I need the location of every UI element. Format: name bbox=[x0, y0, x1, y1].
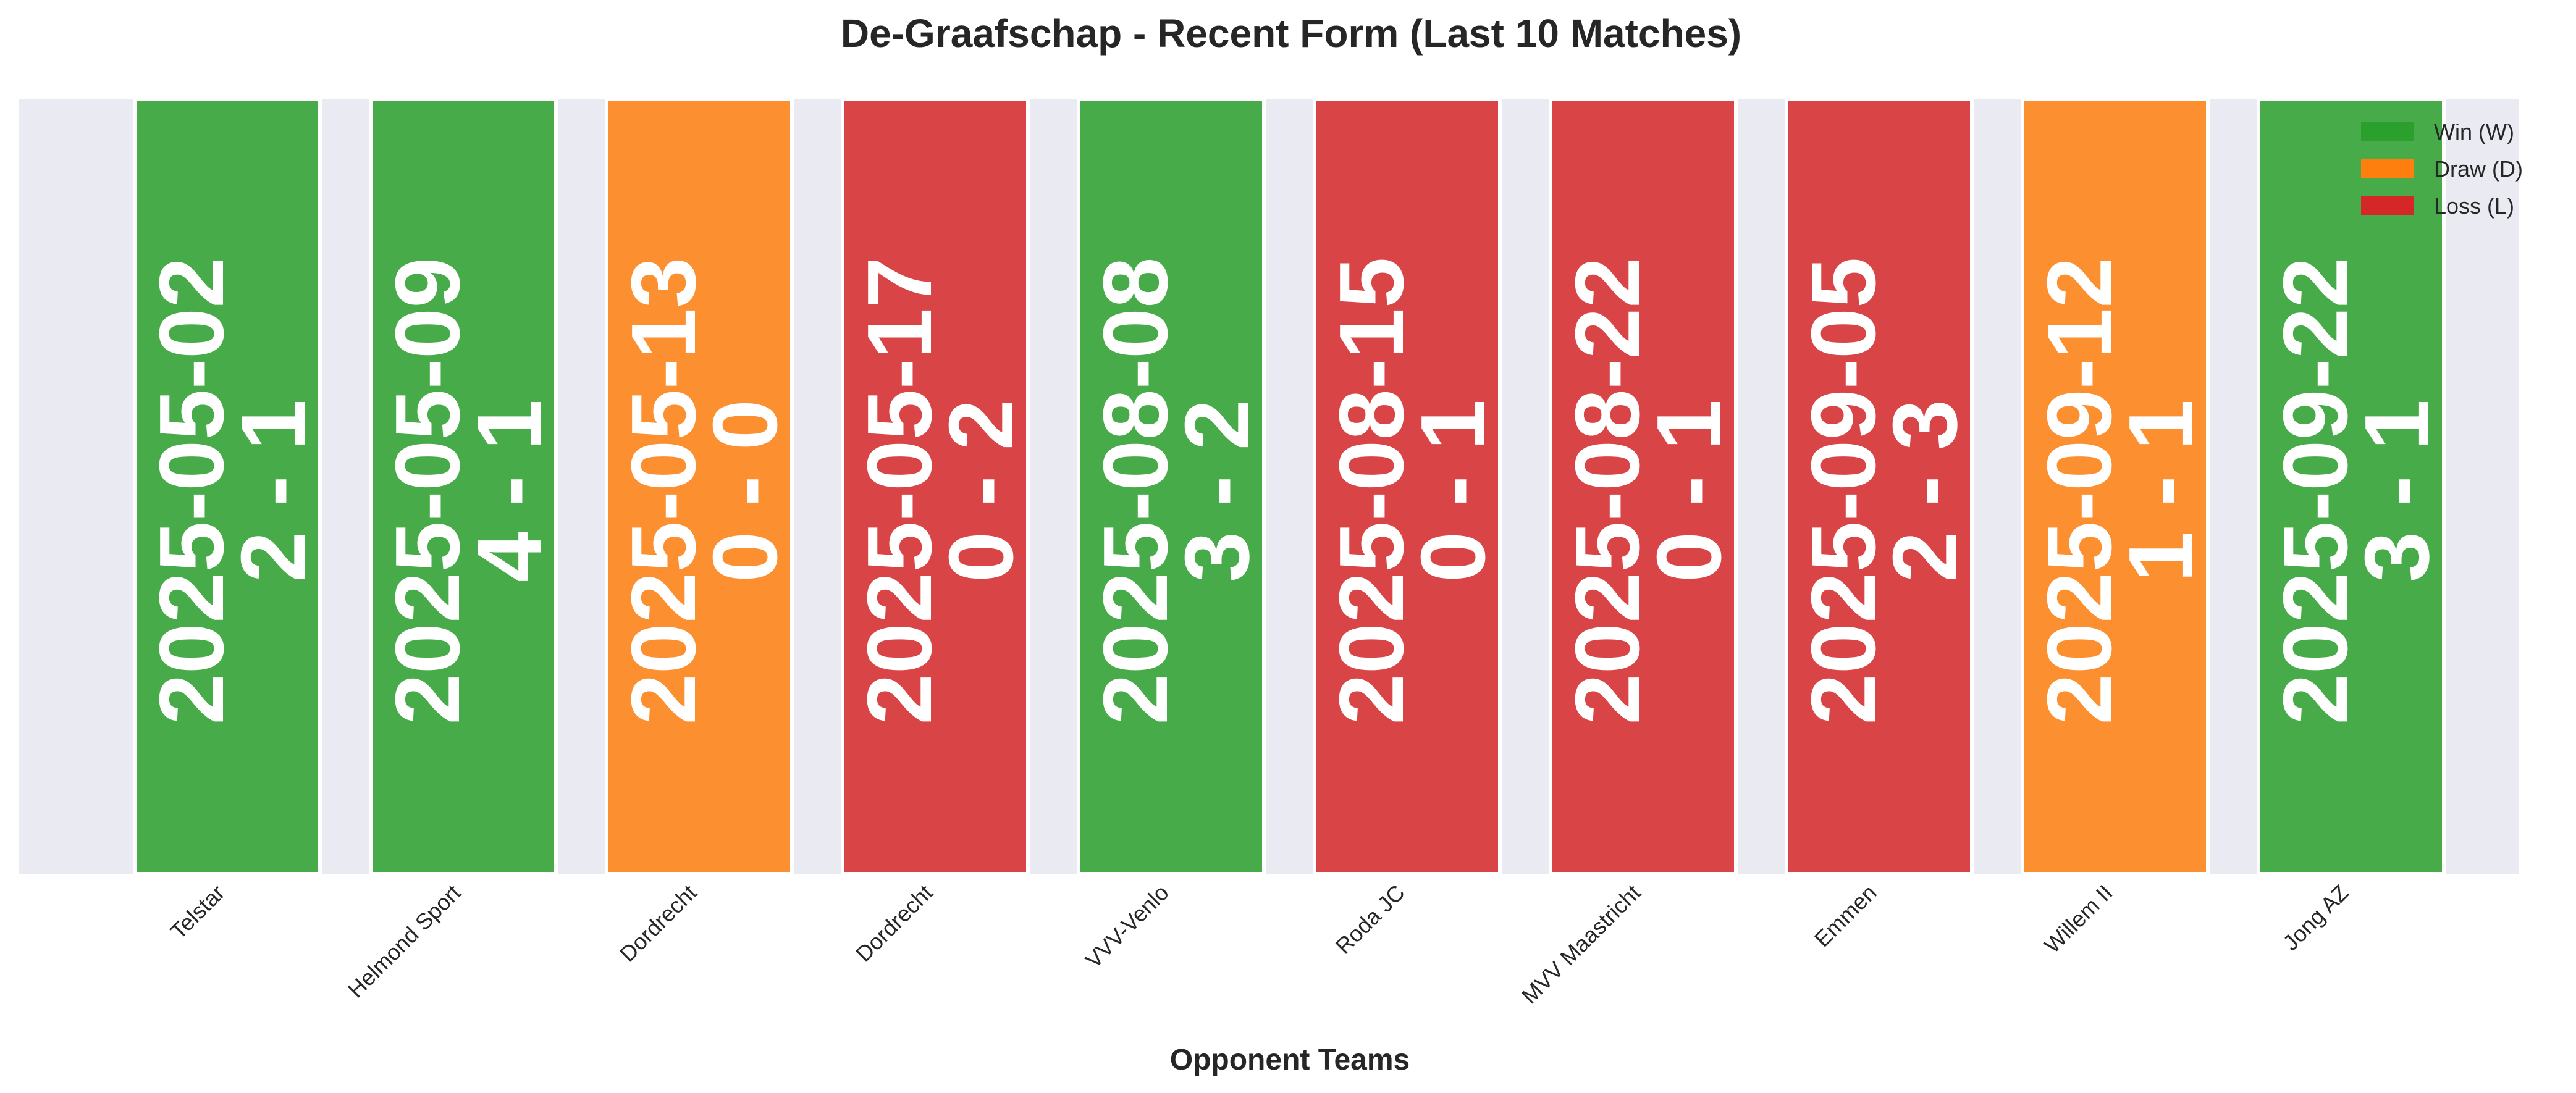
legend-swatch-d bbox=[2361, 159, 2414, 178]
x-tick-label-3: Dordrecht bbox=[615, 880, 702, 967]
bar-score: 1 - 1 bbox=[2110, 400, 2212, 582]
bar-labels-group: 2025-05-022 - 1 2025-05-094 - 1 2025-05-13… bbox=[141, 257, 2448, 724]
bar-score: 2 - 1 bbox=[222, 400, 324, 582]
bar-7 bbox=[1549, 97, 1738, 876]
bar-date: 2025-09-22 bbox=[2265, 257, 2367, 724]
bar-4 bbox=[841, 97, 1030, 876]
bar-date: 2025-09-12 bbox=[2029, 257, 2131, 724]
x-tick-label-7: MVV Maastricht bbox=[1517, 880, 1646, 1009]
bar-score: 0 - 1 bbox=[1638, 400, 1740, 582]
x-tick-label-9: Willem II bbox=[2039, 880, 2118, 958]
bar-5 bbox=[1077, 97, 1266, 876]
legend-swatch-w bbox=[2361, 122, 2414, 141]
chart-title: De-Graafschap - Recent Form (Last 10 Mat… bbox=[841, 11, 1741, 56]
bar-2 bbox=[369, 97, 558, 876]
bar-date: 2025-05-17 bbox=[849, 257, 951, 724]
bar-score: 0 - 1 bbox=[1402, 400, 1504, 582]
bar-9 bbox=[2021, 97, 2210, 876]
legend-label-w: Win (W) bbox=[2434, 119, 2514, 144]
x-tick-labels: Telstar Helmond Sport Dordrecht Dordrecht VV… bbox=[166, 880, 2354, 1009]
legend-swatch-l bbox=[2361, 196, 2414, 215]
bar-score: 0 - 0 bbox=[694, 400, 796, 582]
bar-label-8: 2025-09-052 - 3 bbox=[1793, 257, 1976, 724]
x-tick-label-10: Jong AZ bbox=[2278, 880, 2353, 955]
bar-label-3: 2025-05-130 - 0 bbox=[613, 257, 796, 724]
bar-date: 2025-09-05 bbox=[1793, 257, 1895, 724]
x-tick-label-2: Helmond Sport bbox=[343, 880, 466, 1003]
bar-label-5: 2025-08-083 - 2 bbox=[1085, 257, 1268, 724]
bar-date: 2025-08-15 bbox=[1321, 257, 1423, 724]
x-tick-label-4: Dordrecht bbox=[851, 880, 938, 967]
x-tick-label-5: VVV-Venlo bbox=[1080, 880, 1174, 973]
x-tick-label-6: Roda JC bbox=[1331, 880, 1410, 959]
bar-score: 4 - 1 bbox=[458, 400, 560, 582]
bar-label-7: 2025-08-220 - 1 bbox=[1557, 257, 1740, 724]
bar-date: 2025-08-08 bbox=[1085, 257, 1187, 724]
bar-date: 2025-05-13 bbox=[613, 257, 715, 724]
bar-score: 0 - 2 bbox=[930, 400, 1032, 582]
bar-8 bbox=[1785, 97, 1974, 876]
bar-label-6: 2025-08-150 - 1 bbox=[1321, 257, 1504, 724]
bar-date: 2025-05-09 bbox=[377, 257, 479, 724]
bar-3 bbox=[605, 97, 794, 876]
x-tick-label-1: Telstar bbox=[166, 880, 230, 944]
bar-score: 2 - 3 bbox=[1874, 400, 1976, 582]
bar-6 bbox=[1313, 97, 1502, 876]
bar-label-2: 2025-05-094 - 1 bbox=[377, 257, 560, 724]
x-axis-label: Opponent Teams bbox=[1170, 1044, 1410, 1076]
bar-label-10: 2025-09-223 - 1 bbox=[2265, 257, 2448, 724]
bar-label-4: 2025-05-170 - 2 bbox=[849, 257, 1032, 724]
legend-label-l: Loss (L) bbox=[2434, 193, 2514, 219]
bar-label-1: 2025-05-022 - 1 bbox=[141, 257, 324, 724]
bar-date: 2025-05-02 bbox=[141, 257, 243, 724]
bar-10 bbox=[2257, 97, 2446, 876]
bar-score: 3 - 1 bbox=[2346, 400, 2448, 582]
bar-1 bbox=[133, 97, 322, 876]
legend-label-d: Draw (D) bbox=[2434, 156, 2523, 182]
bar-label-9: 2025-09-121 - 1 bbox=[2029, 257, 2212, 724]
bar-score: 3 - 2 bbox=[1166, 400, 1268, 582]
bars-group bbox=[133, 97, 2446, 876]
bar-date: 2025-08-22 bbox=[1557, 257, 1659, 724]
x-tick-label-8: Emmen bbox=[1809, 880, 1882, 952]
legend: Win (W) Draw (D) Loss (L) bbox=[2361, 119, 2523, 219]
